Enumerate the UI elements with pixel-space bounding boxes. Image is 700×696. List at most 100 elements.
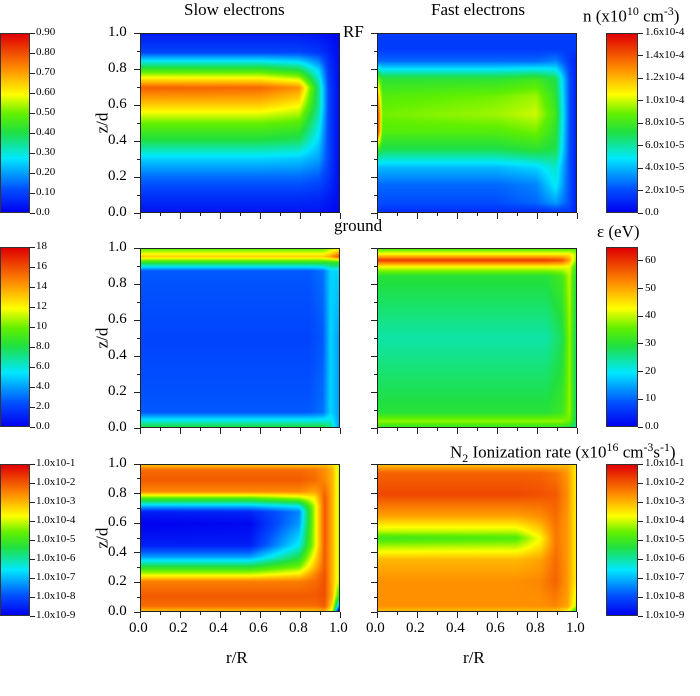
- y-tick: [374, 373, 377, 375]
- title-fast-electrons: Fast electrons: [431, 0, 525, 19]
- y-tick: [371, 581, 377, 583]
- colorbar-tick: [638, 167, 643, 169]
- colorbar-tick: [638, 398, 643, 400]
- y-tick: [137, 596, 140, 598]
- y-tick: [134, 493, 140, 495]
- colorbar-tick: [30, 501, 35, 503]
- x-tick: [219, 612, 221, 618]
- x-tick: [536, 428, 538, 434]
- colorbar-tick: [638, 77, 643, 79]
- x-tick: [516, 612, 518, 615]
- colorbar-tick: [30, 212, 35, 214]
- title-slow-electrons: Slow electrons: [184, 0, 285, 19]
- y-tick-label: 0.6: [108, 96, 127, 112]
- heatmap-slow-ionization: [140, 464, 340, 612]
- x-tick: [299, 428, 301, 434]
- colorbar-tick-label: 12: [36, 300, 47, 312]
- colorbar-tick: [638, 55, 643, 56]
- x-tick: [376, 428, 378, 434]
- y-axis-label: z/d: [92, 527, 112, 549]
- x-tick-label: 0.0: [366, 620, 385, 636]
- colorbar-tick: [30, 192, 35, 194]
- colorbar-tick-label: 1.0x10-3: [36, 495, 76, 507]
- colorbar-tick-label: 1.0x10-7: [36, 571, 76, 583]
- y-tick: [371, 140, 377, 142]
- x-tick: [496, 612, 498, 618]
- colorbar-tick-label: 14: [36, 280, 47, 292]
- x-tick: [159, 428, 161, 431]
- x-tick: [179, 213, 181, 219]
- colorbar-tick: [638, 32, 643, 34]
- x-axis-label: r/R: [463, 648, 485, 667]
- colorbar-slow-energy: [0, 247, 30, 427]
- x-tick: [319, 612, 321, 615]
- colorbar-tick: [30, 112, 35, 114]
- x-tick: [476, 428, 478, 431]
- x-tick: [279, 612, 281, 615]
- colorbar-tick: [30, 426, 35, 428]
- title-part: ): [673, 6, 680, 26]
- colorbar-tick-label: 1.0x10-4: [36, 514, 76, 526]
- y-tick: [137, 373, 140, 375]
- colorbar-tick: [30, 346, 35, 348]
- y-tick-label: 0.4: [108, 543, 127, 560]
- y-tick: [137, 567, 140, 569]
- heatmap-canvas: [378, 249, 576, 427]
- colorbar-tick: [638, 501, 643, 503]
- colorbar-tick: [638, 596, 643, 598]
- colorbar-tick-label: 1.0x10-2: [645, 476, 685, 488]
- colorbar-tick: [30, 326, 35, 328]
- colorbar-tick-label: 1.0x10-6: [36, 552, 76, 564]
- colorbar-tick-label: 0.0: [36, 420, 50, 432]
- y-tick-label: 0.4: [108, 347, 127, 363]
- y-tick-label: 0.8: [108, 484, 127, 501]
- colorbar-tick: [30, 152, 35, 154]
- x-tick: [556, 213, 558, 216]
- colorbar-tick-label: 1.0x10-4: [645, 514, 685, 526]
- colorbar-tick: [30, 72, 35, 74]
- colorbar-tick-label: 8.0x10-5: [645, 116, 685, 128]
- x-tick: [576, 612, 578, 618]
- y-tick: [374, 567, 377, 569]
- colorbar-tick-label: 1.0x10-7: [645, 571, 685, 583]
- colorbar-tick-label: 6.0: [36, 360, 50, 372]
- y-tick: [374, 158, 377, 160]
- y-tick: [134, 463, 140, 465]
- colorbar-tick: [30, 306, 35, 308]
- y-tick-label: 0.6: [108, 514, 127, 531]
- y-tick: [134, 355, 140, 357]
- colorbar-tick: [30, 366, 35, 368]
- x-tick: [536, 612, 538, 618]
- x-tick: [159, 213, 161, 216]
- colorbar-tick-label: 50: [645, 281, 656, 294]
- x-tick: [436, 213, 438, 216]
- colorbar-tick-label: 1.0x10-3: [645, 495, 685, 507]
- x-tick-label: 0.6: [249, 620, 268, 636]
- density-colorbar-title: n (x1010 cm-3): [583, 4, 679, 27]
- colorbar-fast-ionization: [606, 464, 638, 616]
- y-tick: [371, 68, 377, 70]
- x-tick: [139, 428, 141, 434]
- colorbar-fast-energy: [606, 247, 638, 427]
- y-tick: [371, 319, 377, 321]
- colorbar-tick: [638, 212, 643, 214]
- x-tick: [199, 612, 201, 615]
- x-tick: [376, 213, 378, 219]
- x-tick: [396, 428, 398, 431]
- colorbar-tick: [30, 32, 35, 34]
- y-tick-label: 0.2: [108, 383, 127, 399]
- y-tick: [134, 176, 140, 178]
- y-tick: [134, 247, 140, 249]
- y-tick: [134, 552, 140, 554]
- colorbar-tick-label: 6.0x10-5: [645, 138, 685, 151]
- y-tick: [137, 158, 140, 160]
- colorbar-tick-label: 16: [36, 260, 47, 272]
- colorbar-tick-label: 0.90: [36, 26, 56, 38]
- x-tick: [159, 612, 161, 615]
- x-tick-label: 0.6: [486, 620, 505, 636]
- colorbar-tick-label: 30: [645, 336, 656, 349]
- y-tick: [137, 301, 140, 303]
- title-part: N: [450, 442, 463, 462]
- y-tick: [134, 283, 140, 285]
- colorbar-tick: [30, 266, 35, 268]
